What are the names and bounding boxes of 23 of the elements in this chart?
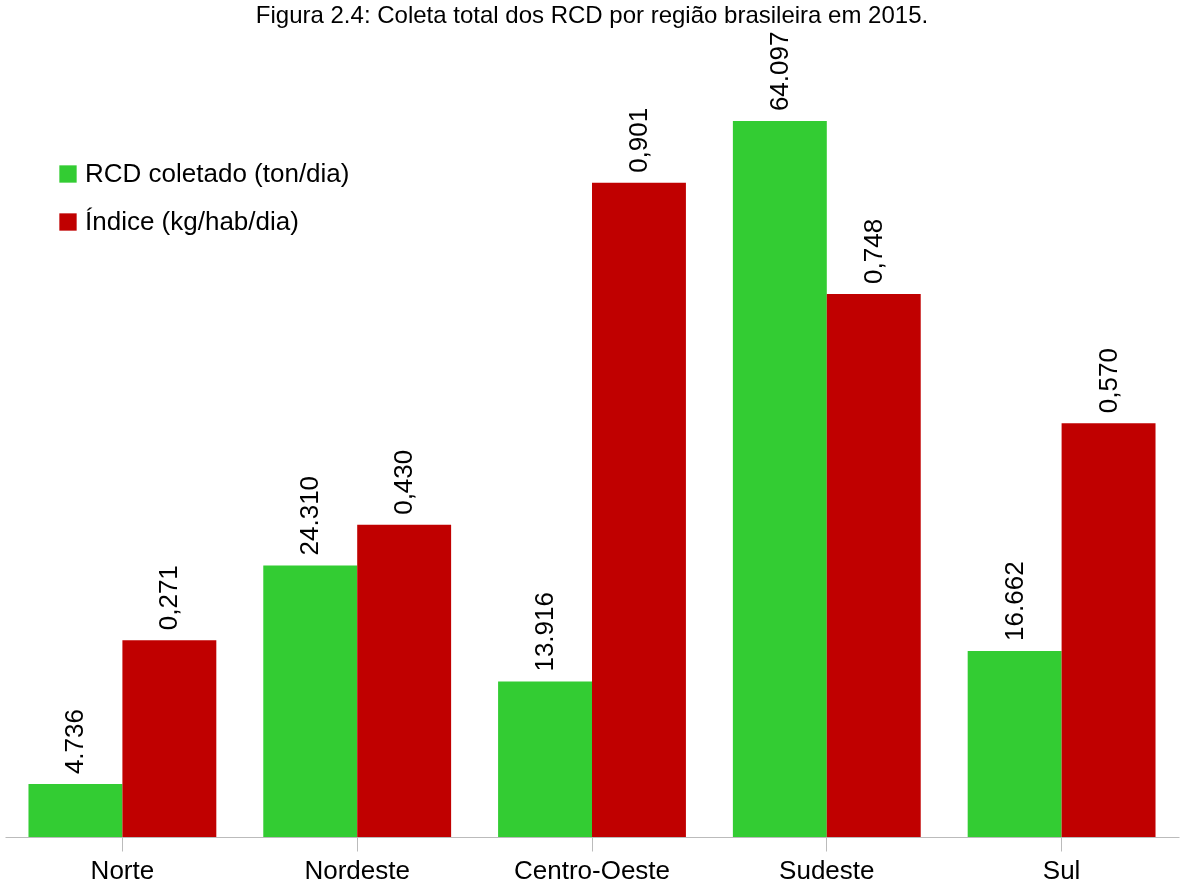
data-label: 64.097	[763, 31, 794, 112]
bar	[498, 681, 592, 837]
bar	[1061, 423, 1156, 837]
x-tick-label: Norte	[90, 854, 155, 885]
bar	[122, 640, 217, 837]
data-label: 0,271	[153, 565, 184, 631]
x-tick-label: Centro-Oeste	[513, 854, 671, 885]
chart-title: Figura 2.4: Coleta total dos RCD por região brasileira em 2015.	[255, 0, 929, 28]
x-tick-label: Sudeste	[779, 854, 875, 885]
data-label: 0,570	[1092, 348, 1123, 414]
legend-label: Índice (kg/hab/dia)	[85, 206, 299, 236]
data-label: 0,748	[857, 218, 888, 284]
data-label: 13.916	[529, 592, 560, 672]
data-label: 0,901	[622, 107, 653, 173]
data-label: 16.662	[998, 561, 1029, 641]
data-label: 0,430	[388, 449, 419, 515]
x-tick-label: Sul	[1042, 854, 1081, 885]
bar	[592, 182, 686, 837]
data-label: 24.310	[294, 475, 325, 556]
x-tick-label: Nordeste	[304, 854, 410, 885]
data-label: 4.736	[59, 709, 90, 775]
bar	[28, 784, 123, 837]
legend-label: RCD coletado (ton/dia)	[85, 158, 350, 188]
